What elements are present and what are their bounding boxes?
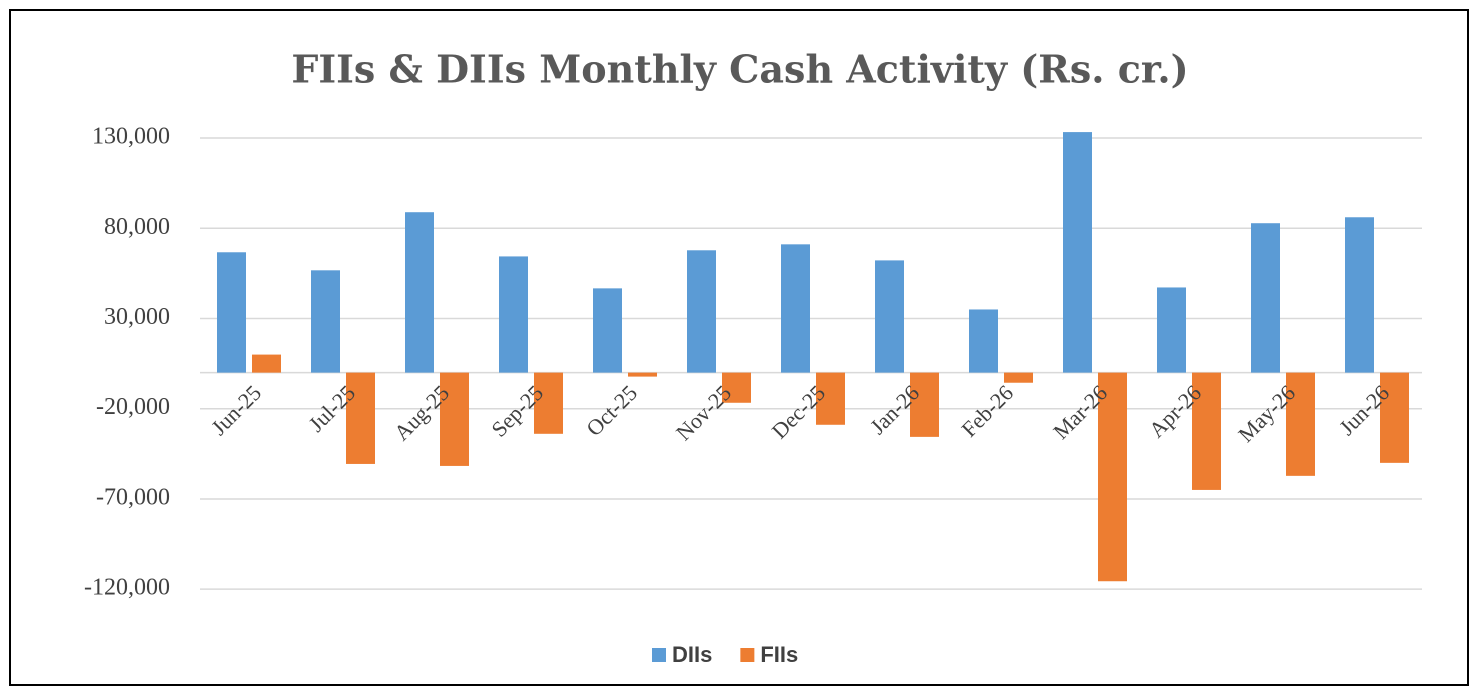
bar	[1098, 372, 1127, 582]
bar	[593, 288, 622, 373]
bar	[722, 372, 751, 403]
bar	[1251, 223, 1280, 373]
bar	[311, 270, 340, 373]
y-tick-label: 130,000	[92, 124, 170, 150]
legend-label: DIIs	[672, 642, 712, 667]
chart-frame	[9, 9, 1469, 686]
bar	[534, 372, 563, 434]
bar	[405, 212, 434, 373]
bar	[440, 372, 469, 466]
legend-swatch	[740, 648, 755, 662]
bar	[910, 372, 939, 437]
bar	[1192, 372, 1221, 490]
y-tick-label: -20,000	[96, 394, 170, 420]
y-tick-label: 30,000	[104, 304, 170, 330]
y-tick-label: 80,000	[104, 214, 170, 240]
legend-label: FIIs	[760, 642, 798, 667]
bar	[1286, 372, 1315, 476]
bar	[1157, 287, 1186, 373]
bar	[816, 372, 845, 425]
bar	[875, 260, 904, 373]
bar	[252, 354, 281, 373]
bar	[628, 372, 657, 377]
bar	[969, 309, 998, 373]
legend-swatch	[652, 648, 666, 662]
bar	[687, 250, 716, 373]
y-tick-label: -70,000	[96, 484, 170, 510]
bar	[346, 372, 375, 464]
bar	[1345, 217, 1374, 373]
chart-title: FIIs & DIIs Monthly Cash Activity (Rs. c…	[291, 47, 1188, 92]
bar	[781, 244, 810, 373]
bar	[1380, 372, 1409, 463]
bar	[217, 252, 246, 373]
bar	[1063, 132, 1092, 373]
bar	[1004, 372, 1033, 383]
y-tick-label: -120,000	[84, 575, 170, 601]
bar	[499, 256, 528, 373]
